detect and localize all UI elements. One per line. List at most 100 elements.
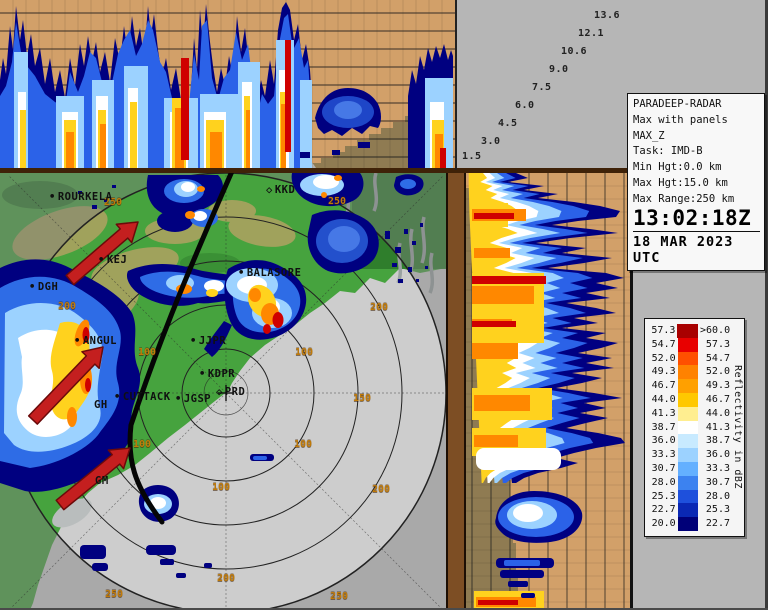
info-line: Max Range:250 km	[633, 192, 735, 205]
annotation-arrows	[27, 221, 139, 511]
scan-date: 18 MAR 2023 UTC	[633, 234, 734, 267]
right-panel-separator	[630, 168, 633, 610]
legend-row: 33.3 36.0	[651, 448, 730, 462]
legend-color-swatch	[677, 503, 699, 518]
panel-divider-vertical	[446, 173, 466, 610]
cross-section-right-plot	[466, 173, 630, 610]
top-panel-echoes	[0, 2, 453, 168]
range-ring-label: 250	[104, 197, 123, 208]
station-marker-icon: ◇	[266, 184, 273, 196]
legend-color-swatch	[677, 324, 698, 338]
city-label: • JJPR	[190, 335, 227, 347]
city-label: • JGSP	[175, 393, 212, 405]
info-line: Max Hgt:15.0 km	[633, 176, 728, 189]
legend-color-swatch	[677, 448, 699, 462]
chilika-lagoon	[52, 498, 92, 528]
annotation-front-line	[127, 173, 234, 525]
info-line: MAX_Z	[633, 129, 665, 142]
window-edge-bottom	[0, 608, 768, 610]
right-panel-echoes	[468, 173, 625, 610]
city-label: ◇ KKD	[266, 184, 296, 196]
range-ring-label: 100	[138, 347, 157, 358]
range-ring-label: 200	[217, 573, 236, 584]
range-ring-label: 150	[353, 393, 372, 404]
legend-color-swatch	[677, 461, 699, 476]
station-marker-icon: •	[175, 393, 182, 405]
legend-color-swatch	[677, 351, 699, 366]
beyond-range-mask	[0, 173, 446, 610]
city-label: • KEJ	[98, 254, 128, 266]
window-edge-right	[765, 0, 768, 610]
city-label: GH	[94, 399, 108, 411]
radar-map-plot	[0, 173, 446, 610]
range-ring-label: 250	[105, 589, 124, 600]
legend-row: 20.0 22.7	[651, 517, 730, 531]
legend-color-swatch	[677, 406, 699, 421]
legend-title: Reflectivity in dBZ	[732, 365, 743, 490]
legend-row: 22.7 25.3	[651, 503, 730, 518]
range-ring-label: 100	[212, 482, 231, 493]
height-label: 9.0	[549, 64, 569, 75]
legend-row: 30.7 33.3	[651, 461, 730, 476]
height-label: 10.6	[561, 46, 588, 57]
range-ring-label: 100	[133, 439, 152, 450]
radar-map-panel: 250 250 200 200 100 100 150 100 100 100 200 200 250 2…	[0, 172, 447, 610]
info-line: Task: IMD-B	[633, 145, 703, 158]
height-label: 4.5	[498, 118, 518, 129]
info-line: Min Hgt:0.0 km	[633, 161, 722, 173]
height-label: 13.6	[594, 10, 621, 21]
station-marker-icon: •	[74, 335, 81, 347]
scan-time: 13:02:18Z	[633, 207, 760, 233]
station-marker-icon: •	[199, 368, 206, 380]
station-marker-icon: •	[98, 254, 105, 266]
gray-area-separator	[455, 0, 457, 170]
legend-row: 52.0 54.7	[651, 351, 730, 366]
legend-color-swatch	[677, 379, 699, 393]
legend-row: 25.3 28.0	[651, 489, 730, 504]
legend-row: 41.3 44.0	[651, 406, 730, 421]
reflectivity-legend: 57.3 >60.0 54.7 57.3 52.0 54.7 49.3 52.0…	[644, 318, 745, 537]
legend-row: 54.7 57.3	[651, 337, 730, 352]
range-ring-label: 200	[370, 302, 389, 313]
annotation-arrow	[65, 221, 139, 286]
city-label: GM	[95, 475, 109, 487]
height-label: 6.0	[515, 100, 535, 111]
range-ring-label: 200	[58, 301, 77, 312]
legend-color-swatch	[677, 517, 699, 531]
station-marker-icon: •	[190, 335, 197, 347]
annotation-arrow	[55, 447, 131, 511]
height-label: 12.1	[578, 28, 605, 39]
range-ring-label: 200	[372, 484, 391, 495]
height-label: 3.0	[481, 136, 501, 147]
legend-color-swatch	[677, 392, 699, 407]
legend-row: 49.3 52.0	[651, 365, 730, 380]
legend-row: 38.7 41.3	[651, 420, 730, 435]
legend-color-swatch	[677, 337, 699, 352]
legend-color-swatch	[677, 420, 699, 435]
height-label: 1.5	[462, 151, 482, 162]
range-ring-label: 100	[295, 347, 314, 358]
legend-color-swatch	[677, 489, 699, 504]
range-ring-label: 250	[328, 196, 347, 207]
city-label: • ROURKELA	[49, 191, 113, 203]
city-label: • CUTTACK	[114, 391, 171, 403]
station-marker-icon: •	[49, 191, 56, 203]
legend-color-swatch	[677, 475, 699, 490]
info-line: Max with panels	[633, 113, 728, 126]
product-info-box: PARADEEP-RADAR Max with panels MAX_Z Task: …	[627, 93, 765, 272]
legend-color-swatch	[677, 365, 699, 380]
radar-center-cross	[218, 385, 234, 401]
station-marker-icon: •	[29, 281, 36, 293]
legend-row: 36.0 38.7	[651, 434, 730, 449]
range-ring-label: 100	[294, 439, 313, 450]
legend-row: 57.3 >60.0	[651, 324, 731, 338]
annotation-arrow	[27, 346, 104, 425]
station-marker-icon: ◇	[216, 386, 223, 398]
legend-row: 28.0 30.7	[651, 475, 730, 490]
legend-row: 46.7 49.3	[651, 379, 730, 393]
cross-section-right-panel	[466, 173, 630, 610]
range-ring-label: 250	[330, 591, 349, 602]
city-label: • KDPR	[199, 368, 236, 380]
legend-row: 44.0 46.7	[651, 392, 730, 407]
